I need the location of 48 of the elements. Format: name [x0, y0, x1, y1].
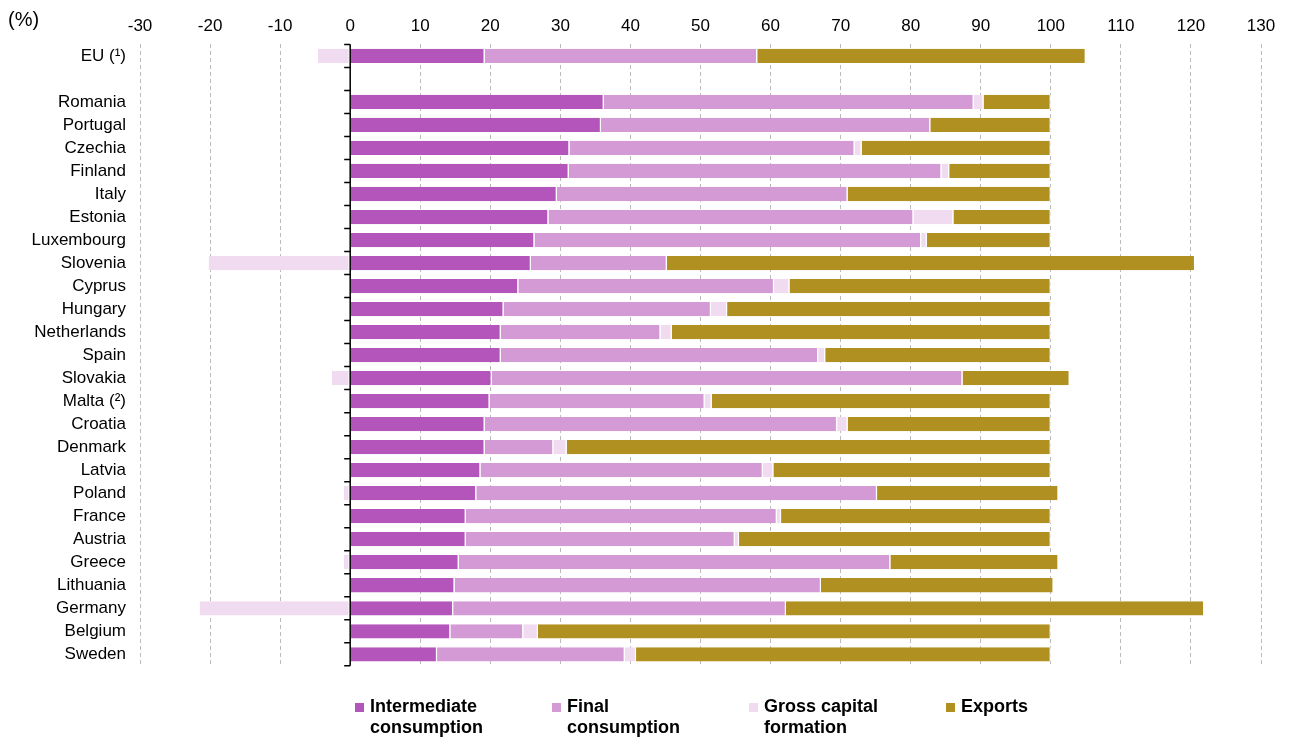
x-tick-label: 10 — [410, 15, 430, 35]
y-tick-label: Portugal — [62, 114, 126, 134]
x-tick-label: 40 — [620, 15, 640, 35]
y-tick-label: Finland — [70, 160, 126, 180]
x-tick-label: 80 — [901, 15, 921, 35]
x-tick-label: 0 — [345, 15, 355, 35]
y-tick-label: Luxembourg — [31, 229, 126, 249]
legend-label: Gross capital formation — [764, 696, 880, 738]
x-tick-label: -30 — [127, 15, 153, 35]
x-tick-label: 30 — [550, 15, 570, 35]
x-tick-label: -20 — [197, 15, 223, 35]
y-tick-label: Germany — [56, 597, 127, 617]
legend-label: Intermediate consumption — [370, 696, 484, 738]
x-tick-label: 110 — [1107, 15, 1135, 35]
y-tick-label: Sweden — [64, 643, 126, 663]
x-tick-label: 70 — [831, 15, 851, 35]
y-tick-label: EU (¹) — [80, 45, 126, 65]
y-tick-label: Cyprus — [72, 275, 126, 295]
y-tick-label: Romania — [57, 91, 127, 111]
y-tick-label: Estonia — [69, 206, 127, 226]
x-tick-label: 120 — [1176, 15, 1206, 35]
y-tick-label: Spain — [82, 344, 126, 364]
y-tick-label: Poland — [73, 482, 126, 502]
x-tick-label: 90 — [971, 15, 991, 35]
x-tick-label: 130 — [1246, 15, 1276, 35]
y-tick-label: Denmark — [57, 436, 127, 456]
y-tick-label: Malta (²) — [62, 390, 126, 410]
legend-label: Final consumption — [567, 696, 681, 738]
y-tick-label: Netherlands — [34, 321, 126, 341]
y-tick-label: Slovenia — [60, 252, 127, 272]
x-tick-label: 60 — [761, 15, 781, 35]
y-tick-label: Belgium — [64, 620, 126, 640]
y-tick-label: Croatia — [71, 413, 127, 433]
y-tick-label: Lithuania — [56, 574, 127, 594]
x-axis-title: (%) — [8, 8, 40, 31]
y-tick-label: Austria — [73, 528, 127, 548]
y-tick-label: Czechia — [64, 137, 127, 157]
y-tick-label: Latvia — [80, 459, 127, 479]
x-tick-label: 50 — [691, 15, 710, 35]
y-tick-label: France — [73, 505, 126, 525]
x-tick-label: 20 — [480, 15, 500, 35]
y-tick-label: Slovakia — [61, 367, 127, 387]
x-tick-label: -10 — [267, 15, 293, 35]
y-tick-label: Greece — [70, 551, 126, 571]
y-tick-label: Italy — [94, 183, 127, 203]
x-tick-label: 100 — [1036, 15, 1065, 35]
y-tick-label: Hungary — [61, 298, 127, 318]
legend-label: Exports — [961, 696, 1030, 717]
